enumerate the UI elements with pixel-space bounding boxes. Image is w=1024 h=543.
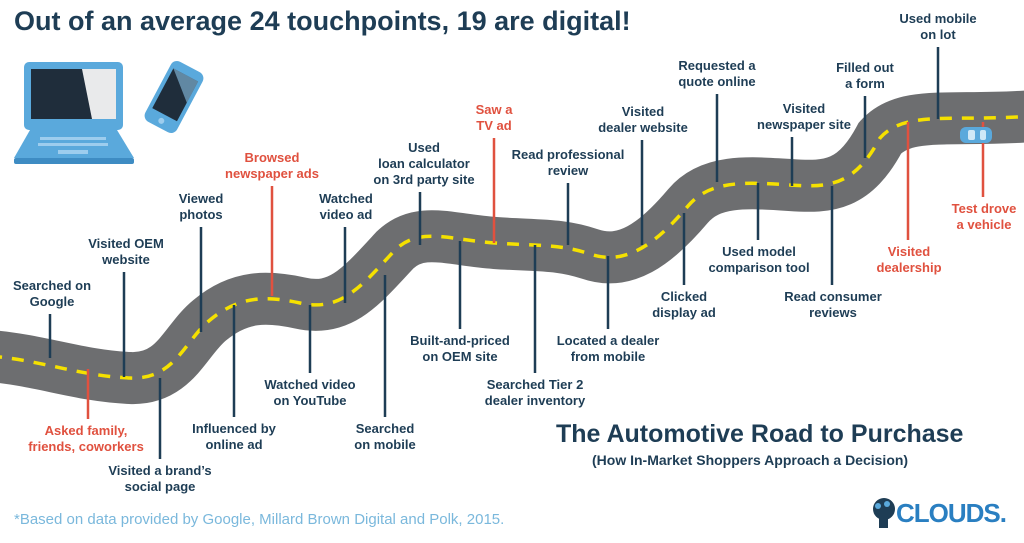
touchpoint-label: Read professional review <box>511 147 625 178</box>
touchpoint-label: Viewed photos <box>178 191 224 222</box>
laptop-icon <box>14 62 134 164</box>
touchpoint-label: Used mobile on lot <box>899 11 977 42</box>
touchpoint-label: Visited newspaper site <box>757 101 851 132</box>
touchpoint-label: Built-and-priced on OEM site <box>410 333 510 364</box>
touchpoint-label: Used model comparison tool <box>708 244 810 275</box>
touchpoint-label: Visited a brand’s social page <box>108 463 212 494</box>
touchpoint-label: Visited dealer website <box>598 104 688 135</box>
headline: Out of an average 24 touchpoints, 19 are… <box>14 6 631 36</box>
touchpoint-label: Read consumer reviews <box>784 289 882 320</box>
touchpoint-label: Used loan calculator on 3rd party site <box>373 140 475 187</box>
touchpoint-label: Influenced by online ad <box>192 421 276 452</box>
touchpoint-label: Searched on Google <box>12 278 92 309</box>
touchpoint-label: Clicked display ad <box>652 289 716 320</box>
touchpoint-label: Watched video on YouTube <box>264 377 356 408</box>
touchpoint-label: Requested a quote online <box>678 58 756 89</box>
touchpoint-label: Visited OEM website <box>88 236 164 267</box>
clouds-logo-icon <box>873 498 895 528</box>
page-subtitle: (How In-Market Shoppers Approach a Decis… <box>592 452 909 468</box>
page-title: The Automotive Road to Purchase <box>556 420 964 448</box>
touchpoint-label: Asked family, friends, coworkers <box>28 423 144 454</box>
road-center-dashes <box>0 114 1024 380</box>
clouds-logo-text: CLOUDS. <box>896 498 1007 528</box>
touchpoint-label: Located a dealer from mobile <box>556 333 660 364</box>
touchpoint-label: Searched Tier 2 dealer inventory <box>484 377 586 408</box>
touchpoint-label: Test drove a vehicle <box>951 201 1017 232</box>
touchpoint-label: Filled out a form <box>836 60 894 91</box>
smartphone-icon <box>144 60 204 134</box>
touchpoint-label: Visited dealership <box>876 244 942 275</box>
source-footnote: *Based on data provided by Google, Milla… <box>14 511 505 528</box>
touchpoint-label: Saw a TV ad <box>475 102 513 133</box>
touchpoint-label: Browsed newspaper ads <box>225 150 319 181</box>
touchpoint-label: Watched video ad <box>319 191 373 222</box>
car-icon <box>960 127 992 143</box>
touchpoint-label: Searched on mobile <box>354 421 416 452</box>
